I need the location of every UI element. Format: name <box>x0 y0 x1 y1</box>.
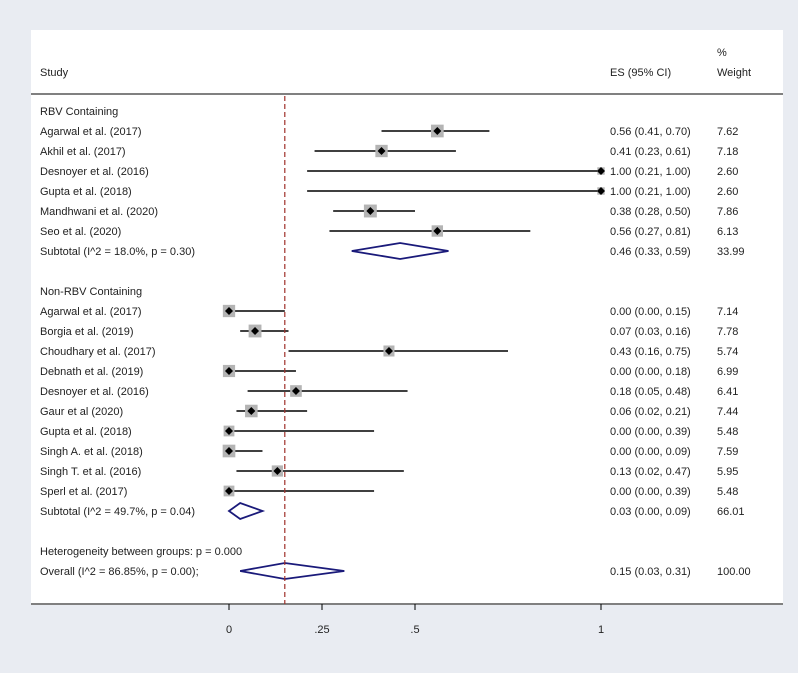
study-es-text: 0.06 (0.02, 0.21) <box>610 406 691 418</box>
study-weight: 2.60 <box>717 186 738 198</box>
x-tick-label: .5 <box>410 624 419 636</box>
point-estimate-diamond <box>225 447 233 455</box>
study-es-text: 1.00 (0.21, 1.00) <box>610 186 691 198</box>
study-label: Akhil et al. (2017) <box>40 146 126 158</box>
study-weight: 5.48 <box>717 426 738 438</box>
study-label: Gaur et al (2020) <box>40 406 123 418</box>
point-estimate-diamond <box>366 207 375 215</box>
x-tick-label: 0 <box>226 624 232 636</box>
study-label: Gupta et al. (2018) <box>40 186 132 198</box>
study-label: Singh A. et al. (2018) <box>40 446 143 458</box>
study-label: Desnoyer et al. (2016) <box>40 166 149 178</box>
point-estimate-diamond <box>433 127 442 135</box>
overall-diamond <box>240 562 345 580</box>
study-es-text: 0.18 (0.05, 0.48) <box>610 386 691 398</box>
study-label: Mandhwani et al. (2020) <box>40 206 158 218</box>
es-header: ES (95% CI) <box>610 67 671 79</box>
study-weight: 7.59 <box>717 446 738 458</box>
study-es-text: 0.56 (0.41, 0.70) <box>610 126 691 138</box>
point-estimate-diamond <box>377 147 386 155</box>
heterogeneity-text: Heterogeneity between groups: p = 0.000 <box>40 546 242 558</box>
point-estimate-diamond <box>225 307 233 315</box>
study-weight: 2.60 <box>717 166 738 178</box>
subtotal-weight: 66.01 <box>717 506 745 518</box>
plot-panel <box>31 30 783 605</box>
point-estimate-diamond <box>225 427 233 435</box>
subtotal-es-text: 0.46 (0.33, 0.59) <box>610 246 691 258</box>
group-title: Non-RBV Containing <box>40 286 142 298</box>
study-es-text: 0.56 (0.27, 0.81) <box>610 226 691 238</box>
study-weight: 6.41 <box>717 386 738 398</box>
study-label: Seo et al. (2020) <box>40 226 121 238</box>
study-weight: 5.48 <box>717 486 738 498</box>
study-weight: 7.86 <box>717 206 738 218</box>
point-estimate-diamond <box>225 487 233 495</box>
subtotal-diamond <box>351 242 449 260</box>
x-tick-label: 1 <box>598 624 604 636</box>
study-label: Agarwal et al. (2017) <box>40 126 142 138</box>
overall-label: Overall (I^2 = 86.85%, p = 0.00); <box>40 566 199 578</box>
study-weight: 7.78 <box>717 326 738 338</box>
subtotal-label: Subtotal (I^2 = 49.7%, p = 0.04) <box>40 506 195 518</box>
group-title: RBV Containing <box>40 106 118 118</box>
overall-weight: 100.00 <box>717 566 751 578</box>
point-estimate-diamond <box>273 467 282 475</box>
overall-es-text: 0.15 (0.03, 0.31) <box>610 566 691 578</box>
point-estimate-diamond <box>247 407 256 415</box>
study-es-text: 0.00 (0.00, 0.15) <box>610 306 691 318</box>
study-es-text: 0.00 (0.00, 0.09) <box>610 446 691 458</box>
study-label: Debnath et al. (2019) <box>40 366 143 378</box>
study-es-text: 0.43 (0.16, 0.75) <box>610 346 691 358</box>
study-header: Study <box>40 67 69 79</box>
study-label: Borgia et al. (2019) <box>40 326 134 338</box>
study-label: Desnoyer et al. (2016) <box>40 386 149 398</box>
study-es-text: 0.13 (0.02, 0.47) <box>610 466 691 478</box>
study-es-text: 0.00 (0.00, 0.39) <box>610 486 691 498</box>
study-es-text: 0.00 (0.00, 0.39) <box>610 426 691 438</box>
study-label: Agarwal et al. (2017) <box>40 306 142 318</box>
point-estimate-diamond <box>251 327 260 335</box>
weight-header: Weight <box>717 67 751 79</box>
study-weight: 7.14 <box>717 306 738 318</box>
study-weight: 5.95 <box>717 466 738 478</box>
subtotal-weight: 33.99 <box>717 246 745 258</box>
study-label: Choudhary et al. (2017) <box>40 346 156 358</box>
point-estimate-diamond <box>597 187 605 195</box>
point-estimate-diamond <box>384 347 393 355</box>
study-es-text: 0.07 (0.03, 0.16) <box>610 326 691 338</box>
study-es-text: 0.38 (0.28, 0.50) <box>610 206 691 218</box>
study-weight: 7.62 <box>717 126 738 138</box>
subtotal-es-text: 0.03 (0.00, 0.09) <box>610 506 691 518</box>
study-es-text: 0.00 (0.00, 0.18) <box>610 366 691 378</box>
subtotal-label: Subtotal (I^2 = 18.0%, p = 0.30) <box>40 246 195 258</box>
study-weight: 6.99 <box>717 366 738 378</box>
point-estimate-diamond <box>225 367 233 375</box>
point-estimate-diamond <box>597 167 605 175</box>
study-weight: 5.74 <box>717 346 738 358</box>
study-weight: 6.13 <box>717 226 738 238</box>
study-label: Sperl et al. (2017) <box>40 486 127 498</box>
study-weight: 7.44 <box>717 406 738 418</box>
study-es-text: 0.41 (0.23, 0.61) <box>610 146 691 158</box>
point-estimate-diamond <box>433 227 442 235</box>
subtotal-diamond <box>227 501 266 521</box>
weight-header-percent: % <box>717 47 727 59</box>
study-label: Singh T. et al. (2016) <box>40 466 141 478</box>
study-weight: 7.18 <box>717 146 738 158</box>
point-estimate-diamond <box>291 387 300 395</box>
x-tick-label: .25 <box>314 624 329 636</box>
study-es-text: 1.00 (0.21, 1.00) <box>610 166 691 178</box>
study-label: Gupta et al. (2018) <box>40 426 132 438</box>
